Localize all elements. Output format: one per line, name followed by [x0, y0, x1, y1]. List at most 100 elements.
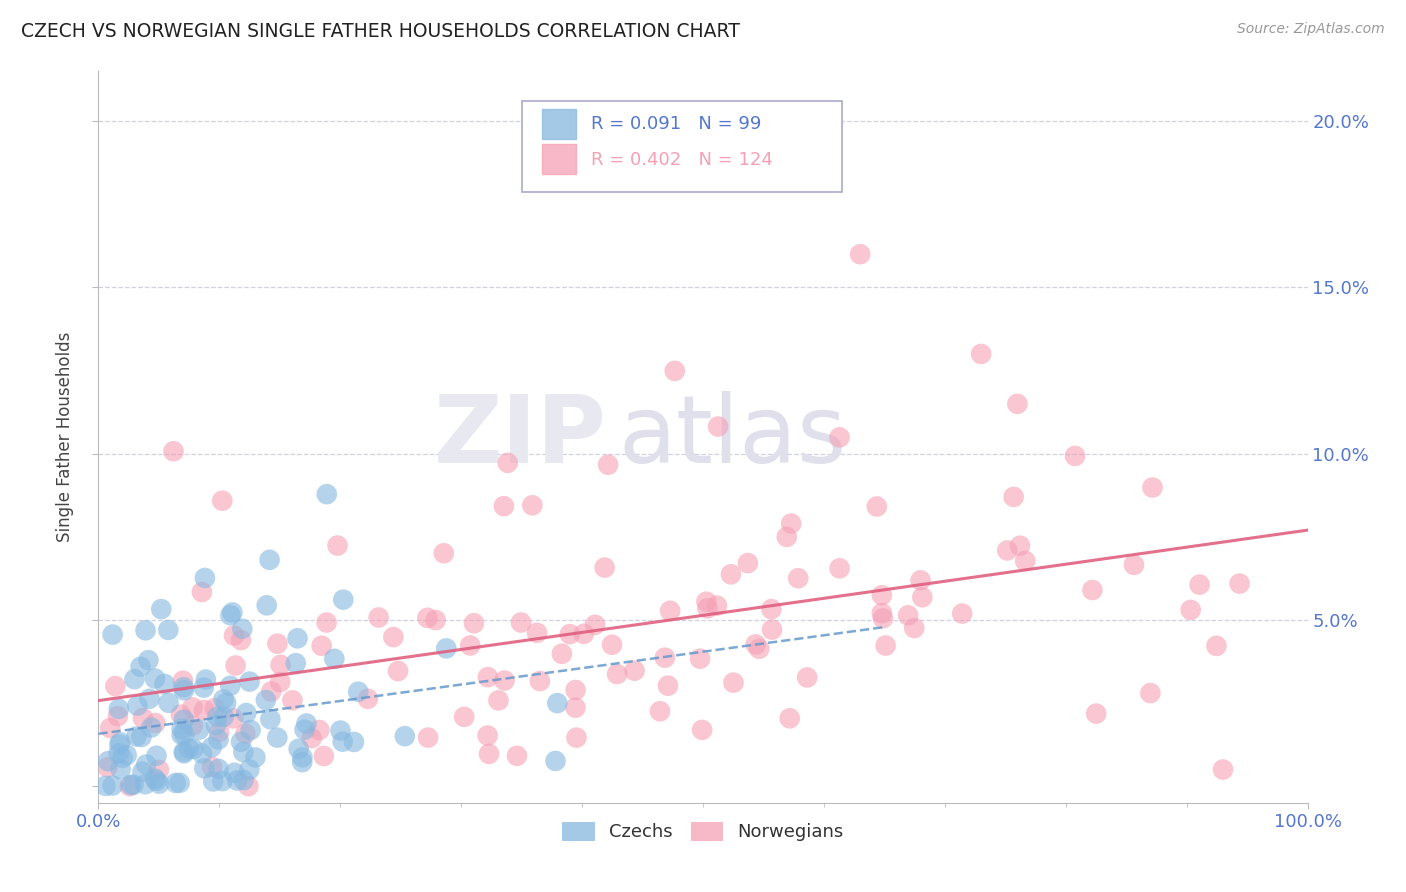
- Point: [312, 749, 335, 764]
- Point: [477, 670, 499, 684]
- Point: [394, 729, 416, 743]
- Point: [222, 628, 245, 642]
- Point: [748, 641, 770, 656]
- Point: [97, 754, 120, 768]
- Point: [122, 778, 145, 792]
- Point: [235, 706, 257, 720]
- Point: [911, 591, 934, 605]
- Point: [477, 729, 499, 743]
- Point: [695, 595, 717, 609]
- Point: [780, 516, 803, 531]
- Point: [583, 617, 606, 632]
- Point: [208, 724, 231, 739]
- Legend: Czechs, Norwegians: Czechs, Norwegians: [555, 814, 851, 848]
- Point: [696, 601, 718, 615]
- Point: [950, 607, 973, 621]
- Text: R = 0.091   N = 99: R = 0.091 N = 99: [591, 115, 761, 133]
- Point: [494, 673, 516, 688]
- Point: [125, 730, 148, 744]
- Point: [387, 664, 409, 678]
- Point: [654, 650, 676, 665]
- Point: [134, 777, 156, 791]
- Point: [796, 670, 818, 684]
- Point: [259, 712, 281, 726]
- Point: [165, 776, 187, 790]
- Point: [1123, 558, 1146, 572]
- Point: [135, 757, 157, 772]
- Point: [284, 656, 307, 670]
- Point: [311, 639, 333, 653]
- Point: [131, 730, 153, 744]
- Point: [145, 748, 167, 763]
- Point: [866, 500, 889, 514]
- Point: [281, 693, 304, 707]
- Point: [107, 702, 129, 716]
- Point: [367, 610, 389, 624]
- Point: [707, 419, 730, 434]
- Point: [194, 571, 217, 585]
- Point: [301, 731, 323, 746]
- Point: [98, 721, 121, 735]
- Point: [291, 755, 314, 769]
- Point: [598, 458, 620, 472]
- Point: [600, 638, 623, 652]
- Point: [211, 774, 233, 789]
- Point: [572, 626, 595, 640]
- Point: [492, 499, 515, 513]
- Point: [212, 692, 235, 706]
- Point: [207, 762, 229, 776]
- Point: [111, 751, 134, 765]
- Point: [127, 698, 149, 713]
- Point: [463, 616, 485, 631]
- Point: [343, 735, 366, 749]
- Point: [193, 703, 215, 717]
- Point: [453, 710, 475, 724]
- Point: [211, 493, 233, 508]
- Point: [910, 574, 932, 588]
- Point: [903, 621, 925, 635]
- Text: ZIP: ZIP: [433, 391, 606, 483]
- Point: [458, 639, 481, 653]
- Point: [260, 684, 283, 698]
- Point: [720, 567, 742, 582]
- Point: [118, 779, 141, 793]
- Point: [434, 641, 457, 656]
- Point: [291, 750, 314, 764]
- Point: [761, 602, 783, 616]
- Point: [132, 711, 155, 725]
- Point: [416, 731, 439, 745]
- Point: [207, 732, 229, 747]
- Point: [266, 637, 288, 651]
- Point: [690, 723, 713, 737]
- Point: [170, 707, 193, 722]
- Point: [193, 761, 215, 775]
- Point: [259, 553, 281, 567]
- Point: [849, 247, 872, 261]
- Point: [131, 764, 153, 779]
- Point: [779, 711, 801, 725]
- Point: [219, 679, 242, 693]
- Point: [204, 701, 226, 715]
- Point: [238, 763, 260, 777]
- Point: [229, 735, 252, 749]
- Point: [143, 772, 166, 786]
- Point: [315, 487, 337, 501]
- Point: [205, 718, 228, 732]
- Point: [148, 777, 170, 791]
- Point: [145, 773, 167, 788]
- Y-axis label: Single Father Households: Single Father Households: [56, 332, 75, 542]
- Point: [1008, 539, 1031, 553]
- Point: [235, 726, 257, 740]
- Bar: [543, 144, 576, 175]
- Point: [828, 561, 851, 575]
- Point: [510, 615, 533, 630]
- Point: [104, 679, 127, 693]
- Point: [157, 623, 180, 637]
- Point: [108, 738, 131, 752]
- Point: [173, 683, 195, 698]
- Point: [478, 747, 501, 761]
- Point: [96, 760, 118, 774]
- Point: [193, 681, 215, 695]
- Point: [872, 611, 894, 625]
- Point: [1081, 583, 1104, 598]
